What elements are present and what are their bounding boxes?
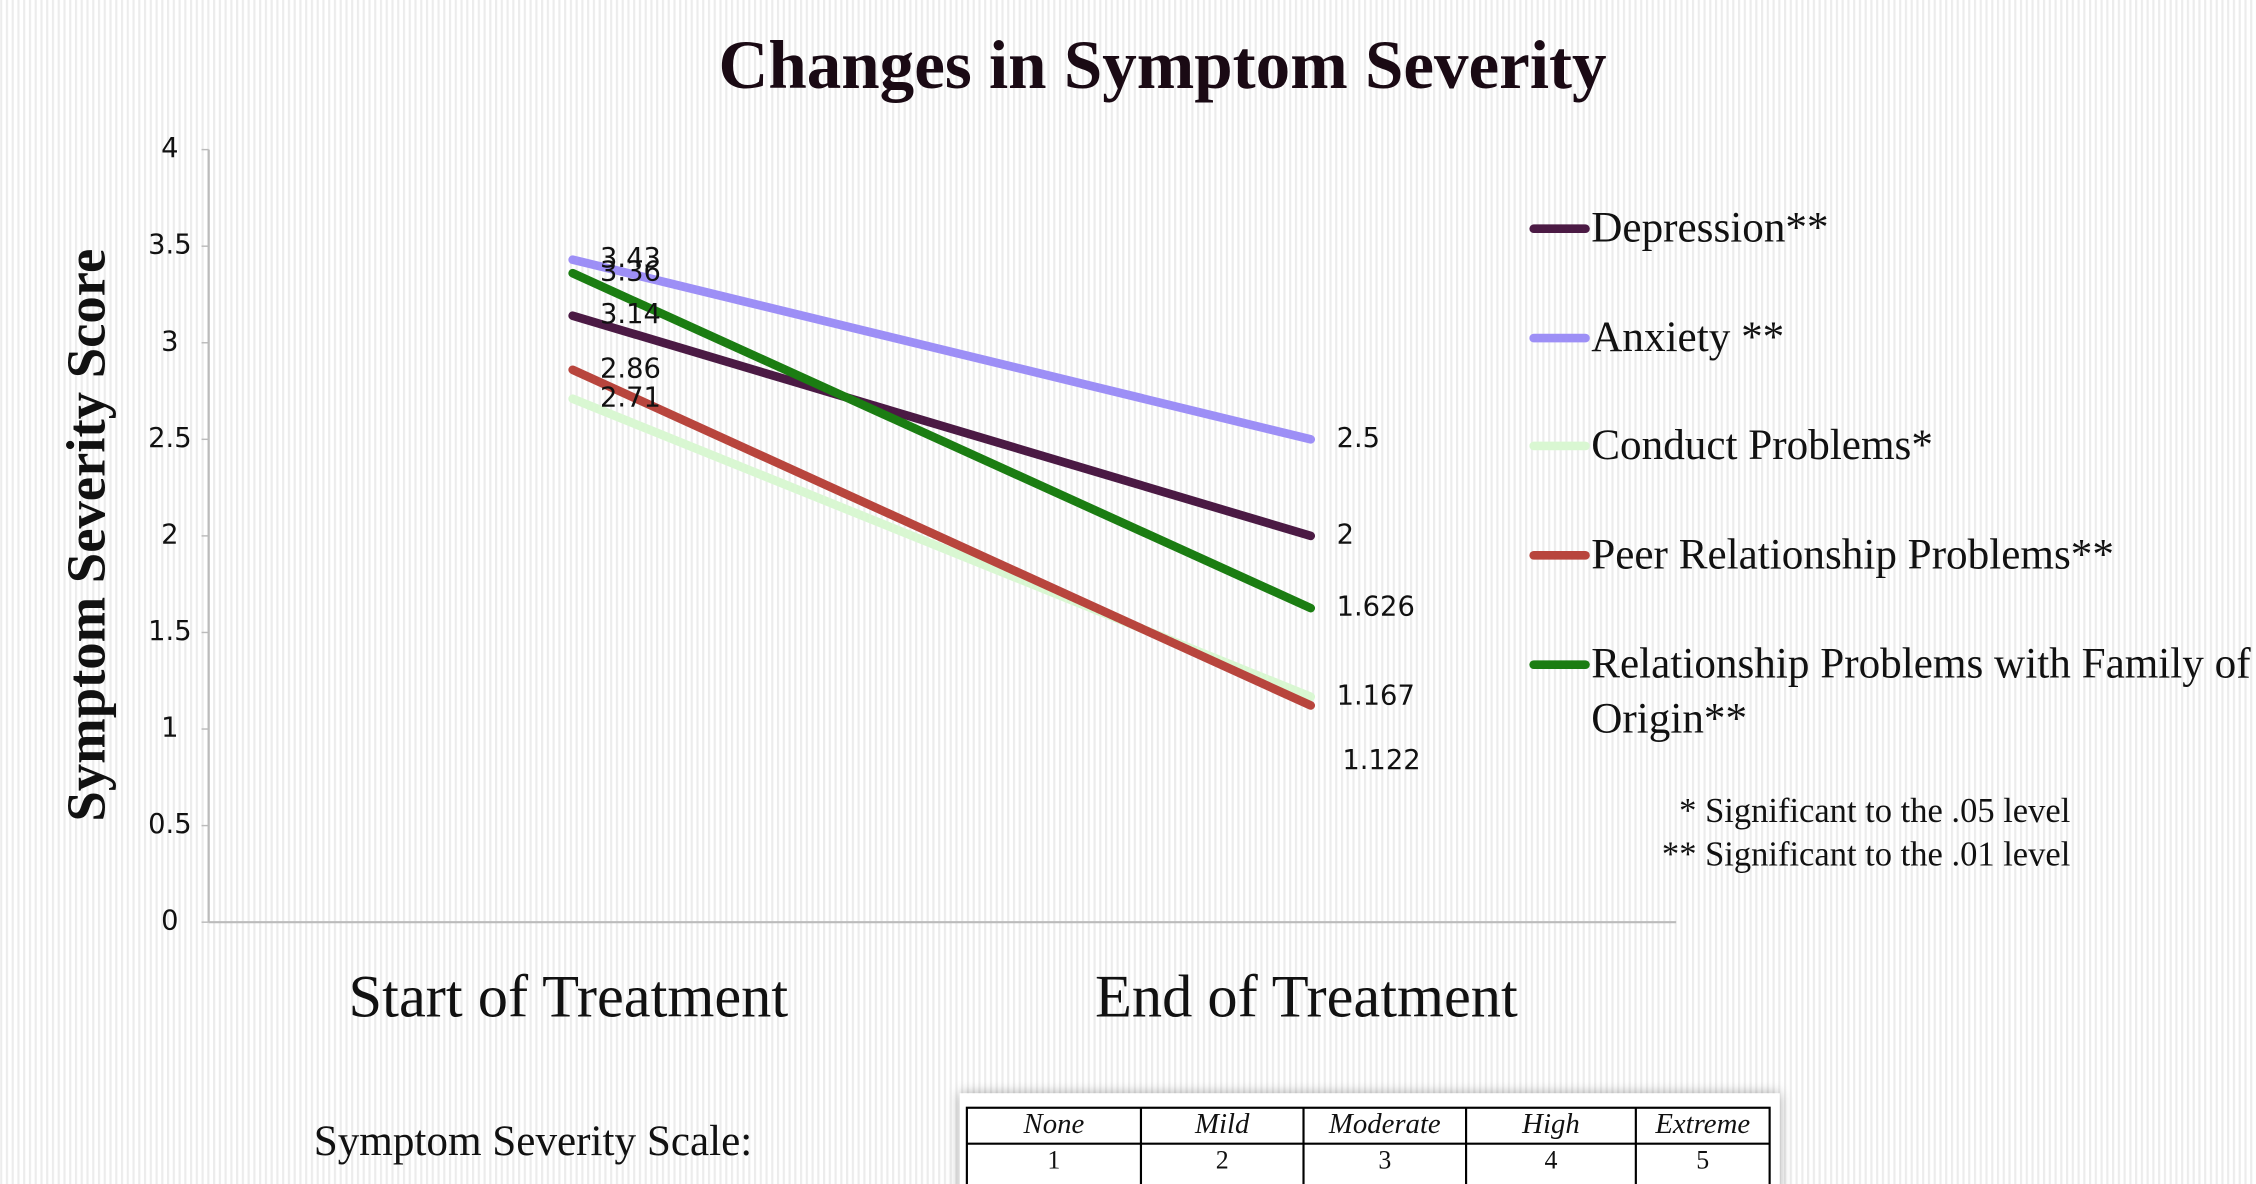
- legend-label: Relationship Problems with Family of Ori…: [1591, 640, 2251, 743]
- x-tick-label: Start of Treatment: [349, 964, 789, 1031]
- data-label: 2.5: [1337, 423, 1380, 454]
- table-cell: 1: [1047, 1145, 1060, 1174]
- y-tick-label: 3: [161, 326, 178, 357]
- y-tick-label: 4: [161, 133, 178, 164]
- series-line: [568, 365, 1316, 710]
- table-header: Mild: [1194, 1108, 1250, 1140]
- table-border: [965, 1106, 1771, 1184]
- table-header: High: [1521, 1108, 1580, 1140]
- data-label: 2.71: [600, 382, 661, 413]
- y-axis-title: Symptom Severity Score: [56, 249, 117, 822]
- table-cell: 4: [1544, 1145, 1557, 1174]
- legend: Depression** Anxiety ** Conduct Problems* P…: [1591, 204, 2251, 743]
- legend-label: Conduct Problems*: [1591, 421, 1933, 469]
- y-tick-label: 0.5: [148, 809, 191, 840]
- series-line: [568, 268, 1316, 613]
- y-tick-label: 2: [161, 519, 178, 550]
- y-tick-label: 3.5: [148, 230, 191, 261]
- data-label: 3.14: [600, 299, 661, 330]
- data-label: 1.626: [1337, 592, 1415, 623]
- y-tick-label: 2.5: [148, 423, 191, 454]
- scale-title: Symptom Severity Scale:: [314, 1118, 753, 1165]
- table-cell: 3: [1378, 1145, 1391, 1174]
- y-tick-label: 0: [161, 906, 178, 937]
- data-label: 3.36: [600, 257, 661, 288]
- table-header: None: [1023, 1108, 1085, 1140]
- legend-label: Peer Relationship Problems**: [1591, 530, 2114, 579]
- data-label: 3.43: [600, 243, 661, 274]
- table-cell: 2: [1216, 1145, 1229, 1174]
- y-tick-label: 1.5: [148, 616, 191, 647]
- table-cell: 5: [1696, 1145, 1709, 1174]
- footnote: * Significant to the .05 level: [1679, 792, 2070, 830]
- chart-title: Changes in Symptom Severity: [719, 26, 1607, 103]
- legend-label: Depression**: [1591, 204, 1829, 252]
- data-label: 2: [1337, 519, 1354, 550]
- series-line: [568, 311, 1316, 541]
- series-line: [568, 255, 1316, 444]
- data-label: 1.122: [1342, 745, 1420, 776]
- data-label: 2.86: [600, 353, 661, 384]
- table-header: Moderate: [1328, 1108, 1441, 1140]
- x-tick-label: End of Treatment: [1095, 964, 1518, 1031]
- footnote: ** Significant to the .01 level: [1662, 835, 2070, 873]
- table-header: Extreme: [1654, 1108, 1750, 1140]
- data-label: 1.167: [1337, 680, 1415, 711]
- y-tick-label: 1: [161, 713, 178, 744]
- legend-label: Anxiety **: [1591, 313, 1785, 362]
